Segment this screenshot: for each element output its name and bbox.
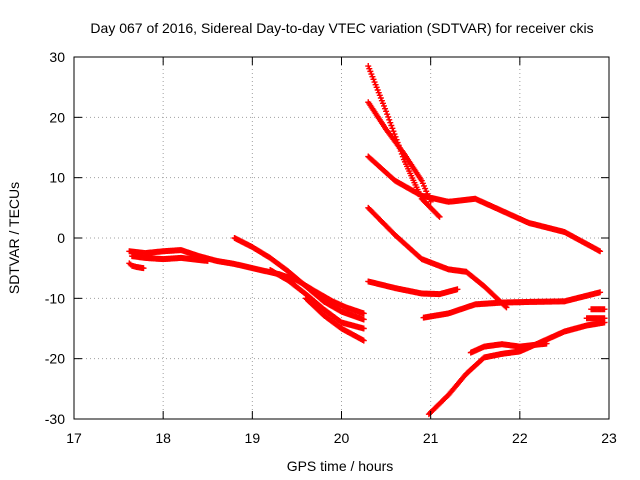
- data-point: [384, 111, 391, 118]
- x-tick-label: 21: [423, 430, 439, 446]
- y-tick-label: -20: [45, 351, 65, 367]
- data-point: [601, 306, 608, 313]
- data-point: [391, 131, 398, 138]
- x-tick-label: 19: [245, 430, 261, 446]
- y-tick-label: -30: [45, 411, 65, 427]
- data-point: [435, 212, 442, 219]
- y-tick-label: 20: [49, 109, 65, 125]
- y-tick-label: -10: [45, 290, 65, 306]
- data-point: [597, 248, 604, 255]
- x-tick-label: 23: [601, 430, 617, 446]
- data-point: [204, 257, 211, 264]
- data-point: [385, 113, 392, 120]
- series-arc-3: [128, 253, 211, 264]
- series-arc-17: [583, 315, 608, 322]
- series-arc-12: [365, 278, 461, 298]
- series-arc-5: [231, 235, 367, 323]
- y-tick-label: 10: [49, 170, 65, 186]
- series-arc-16: [425, 319, 608, 418]
- series-arc-2: [126, 260, 147, 272]
- data-point: [383, 108, 390, 115]
- x-tick-label: 22: [512, 430, 528, 446]
- data-point: [597, 289, 604, 296]
- data-point: [140, 265, 147, 272]
- data-point: [388, 122, 395, 129]
- x-axis-label: GPS time / hours: [287, 458, 394, 474]
- tick-marks: [73, 56, 610, 420]
- data-point: [601, 315, 608, 322]
- x-tick-label: 20: [334, 430, 350, 446]
- y-tick-label: 30: [49, 49, 65, 65]
- data-point: [436, 213, 443, 220]
- series-arc-11: [365, 204, 510, 311]
- data-point: [387, 119, 394, 126]
- data-point: [390, 128, 397, 135]
- x-tick-label: 17: [66, 430, 82, 446]
- series-arc-6: [267, 266, 367, 332]
- data-point: [386, 116, 393, 123]
- y-axis-label: SDTVAR / TECUs: [6, 182, 22, 294]
- chart-title: Day 067 of 2016, Sidereal Day-to-day VTE…: [90, 20, 593, 36]
- data-point: [389, 125, 396, 132]
- grid-lines: [74, 57, 609, 419]
- x-tick-labels: 17 18 19 20 21 22 23: [66, 430, 617, 446]
- x-tick-label: 18: [155, 430, 171, 446]
- data-point: [360, 337, 367, 344]
- data-point: [360, 325, 367, 332]
- series-arc-14: [588, 306, 608, 313]
- y-tick-label: 0: [57, 230, 65, 246]
- data-point: [360, 310, 367, 317]
- data-point: [360, 316, 367, 323]
- series-arc-7: [302, 295, 367, 344]
- series-arc-9: [365, 99, 434, 205]
- series-arc-10: [365, 153, 604, 255]
- series-arc-13: [420, 289, 604, 321]
- y-tick-labels: -30 -20 -10 0 10 20 30: [45, 49, 65, 427]
- data-point: [454, 286, 461, 293]
- data-layer: [126, 63, 608, 418]
